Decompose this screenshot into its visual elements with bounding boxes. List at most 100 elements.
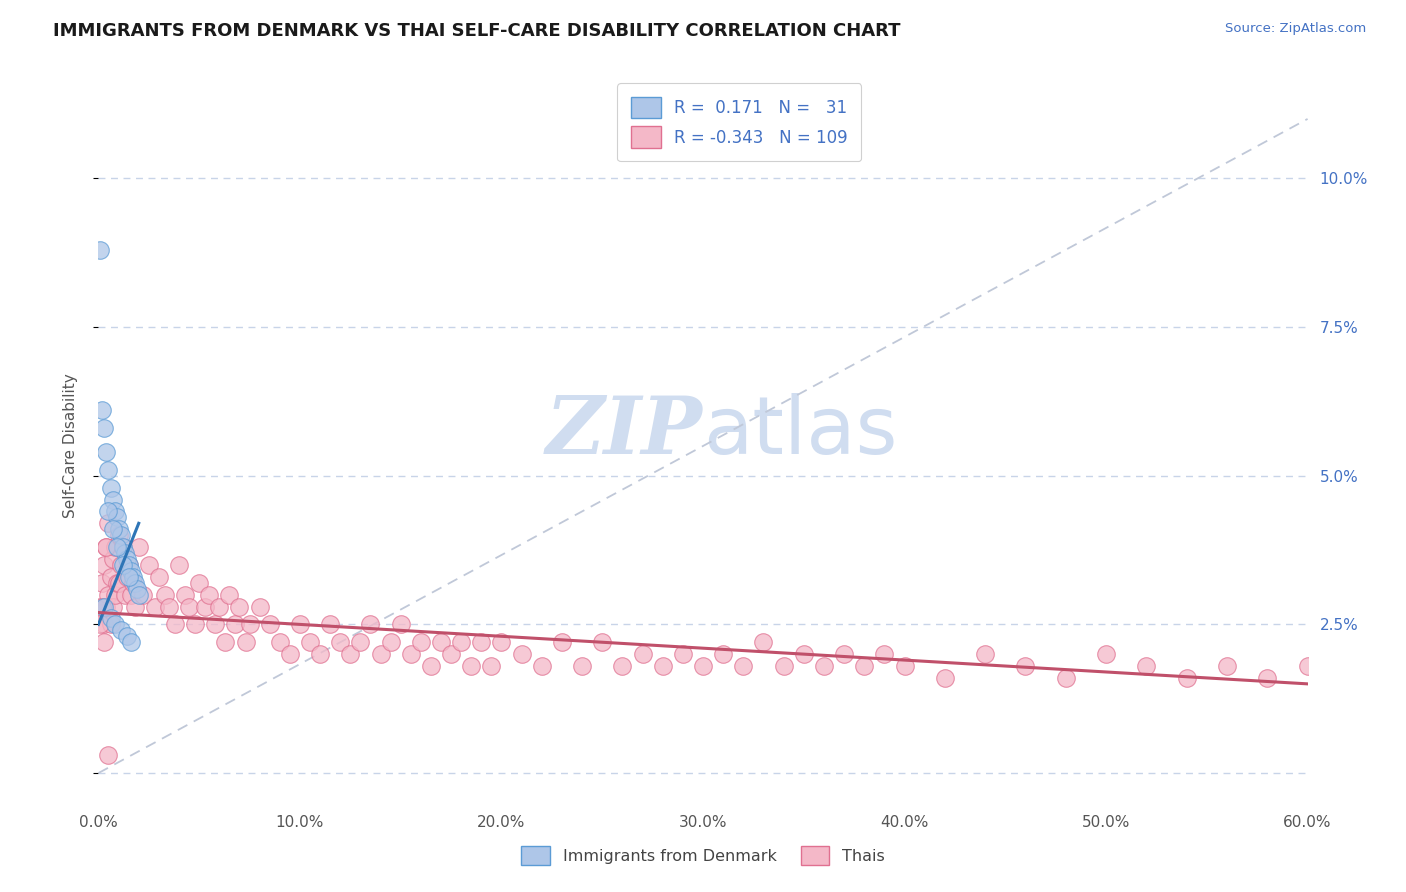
Point xyxy=(772,659,794,673)
Point xyxy=(115,629,138,643)
Point xyxy=(184,617,207,632)
Point xyxy=(96,445,118,459)
Point xyxy=(97,516,120,531)
Point xyxy=(97,504,120,518)
Point xyxy=(91,403,114,417)
Point xyxy=(1095,647,1118,661)
Point xyxy=(111,540,134,554)
Point xyxy=(103,617,125,632)
Point xyxy=(214,635,236,649)
Point xyxy=(752,635,775,649)
Point xyxy=(198,588,221,602)
Point xyxy=(120,588,142,602)
Text: Source: ZipAtlas.com: Source: ZipAtlas.com xyxy=(1226,22,1367,36)
Point xyxy=(103,540,125,554)
Point xyxy=(239,617,262,632)
Point xyxy=(114,546,136,560)
Point xyxy=(530,659,553,673)
Point xyxy=(101,552,124,566)
Point xyxy=(118,558,141,572)
Point xyxy=(1135,659,1157,673)
Point xyxy=(491,635,513,649)
Point xyxy=(208,599,231,614)
Legend: Immigrants from Denmark, Thais: Immigrants from Denmark, Thais xyxy=(513,838,893,873)
Point xyxy=(118,558,141,572)
Point xyxy=(91,599,114,614)
Point xyxy=(107,522,129,536)
Point xyxy=(249,599,271,614)
Point xyxy=(118,570,141,584)
Point xyxy=(91,606,114,620)
Point xyxy=(319,617,342,632)
Point xyxy=(105,510,128,524)
Point xyxy=(360,617,382,632)
Point xyxy=(420,659,443,673)
Point xyxy=(89,617,111,632)
Point xyxy=(204,617,226,632)
Point xyxy=(470,635,492,649)
Point xyxy=(97,463,120,477)
Point xyxy=(672,647,695,661)
Point xyxy=(93,558,115,572)
Point xyxy=(974,647,997,661)
Point xyxy=(157,599,180,614)
Point xyxy=(89,243,111,257)
Point xyxy=(100,617,122,632)
Point xyxy=(309,647,332,661)
Point xyxy=(105,575,128,590)
Point xyxy=(853,659,876,673)
Y-axis label: Self-Care Disability: Self-Care Disability xyxy=(63,374,77,518)
Point xyxy=(153,588,176,602)
Point xyxy=(591,635,613,649)
Point xyxy=(793,647,815,661)
Point xyxy=(1296,659,1319,673)
Point xyxy=(460,659,482,673)
Point xyxy=(389,617,412,632)
Point xyxy=(163,617,186,632)
Point xyxy=(571,659,593,673)
Point xyxy=(107,575,129,590)
Point xyxy=(96,540,118,554)
Point xyxy=(1014,659,1036,673)
Point xyxy=(228,599,250,614)
Point xyxy=(235,635,257,649)
Point xyxy=(124,599,146,614)
Point xyxy=(97,588,120,602)
Point xyxy=(101,522,124,536)
Point xyxy=(115,570,138,584)
Point xyxy=(224,617,246,632)
Point xyxy=(128,540,150,554)
Point xyxy=(111,540,134,554)
Point xyxy=(105,540,128,554)
Point xyxy=(101,492,124,507)
Point xyxy=(612,659,634,673)
Point xyxy=(299,635,322,649)
Text: atlas: atlas xyxy=(703,392,897,471)
Point xyxy=(174,588,197,602)
Point xyxy=(93,617,115,632)
Point xyxy=(138,558,160,572)
Point xyxy=(179,599,201,614)
Point xyxy=(96,540,118,554)
Point xyxy=(813,659,835,673)
Point xyxy=(97,748,120,763)
Point xyxy=(124,575,146,590)
Point xyxy=(111,558,134,572)
Point xyxy=(107,528,129,542)
Point xyxy=(103,588,125,602)
Text: IMMIGRANTS FROM DENMARK VS THAI SELF-CARE DISABILITY CORRELATION CHART: IMMIGRANTS FROM DENMARK VS THAI SELF-CAR… xyxy=(53,22,901,40)
Point xyxy=(399,647,422,661)
Point xyxy=(450,635,472,649)
Point xyxy=(167,558,190,572)
Point xyxy=(96,599,118,614)
Point xyxy=(120,635,142,649)
Point xyxy=(110,528,132,542)
Point xyxy=(259,617,281,632)
Point xyxy=(100,570,122,584)
Point xyxy=(651,659,673,673)
Point xyxy=(288,617,311,632)
Point xyxy=(93,421,115,435)
Point xyxy=(1216,659,1239,673)
Text: ZIP: ZIP xyxy=(546,393,703,470)
Point xyxy=(132,588,155,602)
